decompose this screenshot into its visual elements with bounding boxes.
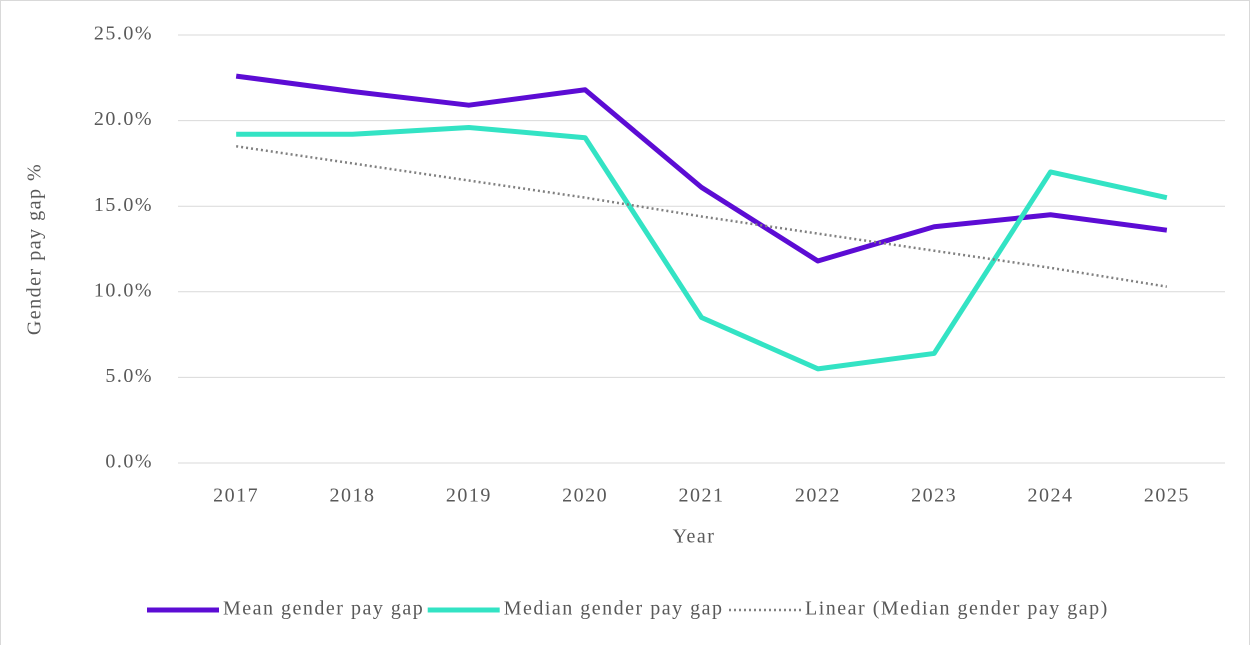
y-tick-label: 0.0% (105, 451, 153, 473)
x-tick-label: 2023 (911, 485, 957, 507)
x-tick-label: 2018 (330, 485, 376, 507)
x-tick-label: 2021 (679, 485, 725, 507)
series-line (236, 124, 1168, 372)
legend-label: Linear (Median gender pay gap) (805, 598, 1109, 620)
x-tick-label: 2020 (562, 485, 608, 507)
x-tick-label: 2024 (1028, 485, 1074, 507)
legend-label: Median gender pay gap (504, 598, 724, 620)
y-tick-label: 15.0% (94, 194, 153, 216)
legend-label: Mean gender pay gap (223, 598, 424, 620)
x-tick-label: 2019 (446, 485, 492, 507)
x-tick-label: 2025 (1144, 485, 1190, 507)
y-tick-label: 10.0% (94, 279, 153, 301)
x-tick-label: 2017 (213, 485, 259, 507)
series-line (235, 73, 1168, 264)
x-tick-label: 2022 (795, 485, 841, 507)
y-tick-label: 25.0% (94, 23, 153, 45)
y-axis-label: Gender pay gap % (24, 163, 46, 335)
x-axis-label: Year (673, 526, 716, 548)
y-tick-label: 5.0% (105, 365, 153, 387)
y-tick-label: 20.0% (94, 108, 153, 130)
trend-line (235, 145, 1168, 288)
